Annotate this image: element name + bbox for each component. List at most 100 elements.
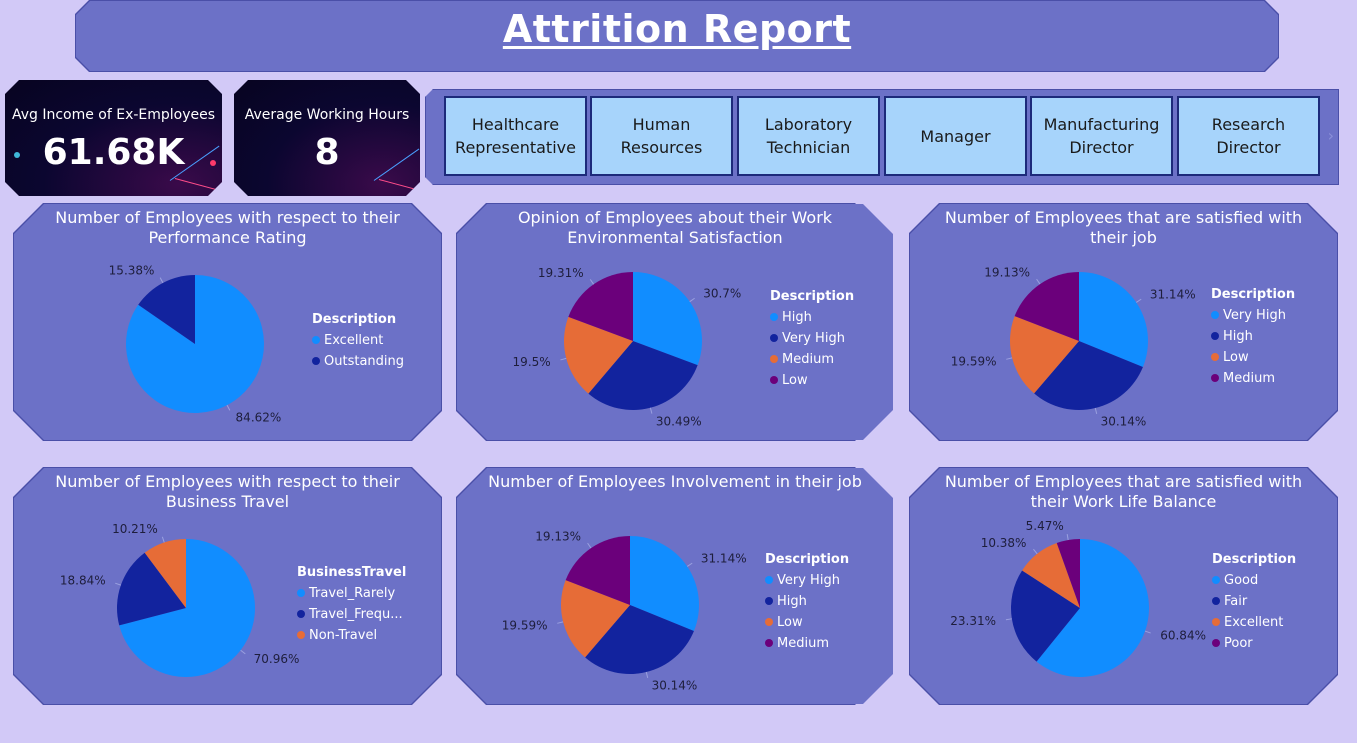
legend-marker <box>765 639 773 647</box>
kpi-card-working-hours: Average Working Hours 8 <box>234 80 420 196</box>
legend-marker <box>770 334 778 342</box>
kpi-label: Average Working Hours <box>244 107 410 123</box>
decor-line <box>379 179 420 193</box>
pie-slice[interactable] <box>566 536 630 605</box>
pie-slice[interactable] <box>564 317 633 394</box>
legend-marker <box>770 355 778 363</box>
pie-slice[interactable] <box>145 539 186 608</box>
pie-slice[interactable] <box>1011 570 1080 661</box>
pie-slice[interactable] <box>119 539 255 677</box>
chart-business-travel: Number of Employees with respect to thei… <box>14 468 441 704</box>
leader-line <box>115 583 121 585</box>
legend-entry[interactable]: Low <box>1223 350 1249 365</box>
leader-line <box>1037 279 1040 284</box>
legend-entry[interactable]: Medium <box>782 352 834 367</box>
leader-line <box>560 358 566 360</box>
pie-slice[interactable] <box>630 536 699 631</box>
leader-line <box>588 543 591 548</box>
slicer-item-manager[interactable]: Manager <box>884 96 1027 176</box>
data-label: 10.38% <box>981 536 1027 550</box>
legend-marker <box>770 313 778 321</box>
legend-entry[interactable]: Travel_Frequ... <box>308 607 403 622</box>
decor-dot <box>210 160 216 166</box>
legend-title: Description <box>312 312 396 327</box>
legend-marker <box>1211 332 1219 340</box>
slicer-item-laboratory-technician[interactable]: Laboratory Technician <box>737 96 880 176</box>
decor-dot <box>14 152 20 158</box>
pie-slice[interactable] <box>117 553 186 626</box>
legend-marker <box>312 357 320 365</box>
leader-line <box>1136 299 1141 302</box>
leader-line <box>241 650 246 654</box>
legend-entry[interactable]: Non-Travel <box>309 628 377 643</box>
pie-slice[interactable] <box>1079 272 1148 367</box>
legend-entry[interactable]: Excellent <box>324 333 383 348</box>
legend-marker <box>765 576 773 584</box>
slicer-item-manufacturing-director[interactable]: Manufacturing Director <box>1030 96 1173 176</box>
legend-entry[interactable]: Low <box>777 615 803 630</box>
legend-entry[interactable]: High <box>782 310 812 325</box>
slicer-item-research-director[interactable]: Research Director <box>1177 96 1320 176</box>
slicer-item-healthcare-representative[interactable]: Healthcare Representative <box>444 96 587 176</box>
chart-title: Opinion of Employees about their Work En… <box>517 208 833 247</box>
legend-entry[interactable]: Fair <box>1224 594 1248 609</box>
data-label: 19.59% <box>951 354 997 368</box>
pie-slice[interactable] <box>1057 539 1080 608</box>
page-title: Attrition Report <box>502 7 852 51</box>
kpi-value: 8 <box>314 132 340 173</box>
data-label: 30.49% <box>656 414 702 428</box>
pie-slice[interactable] <box>633 272 702 365</box>
legend-marker <box>1212 618 1220 626</box>
legend-marker <box>1212 597 1220 605</box>
legend-entry[interactable]: Excellent <box>1224 615 1283 630</box>
leader-line <box>160 278 163 283</box>
pie-slice[interactable] <box>1010 316 1079 393</box>
pie-slice[interactable] <box>1022 543 1080 608</box>
pie-slice[interactable] <box>588 341 697 410</box>
legend-entry[interactable]: Travel_Rarely <box>308 586 396 601</box>
pie-slice[interactable] <box>585 605 694 674</box>
pie-slice[interactable] <box>561 580 630 657</box>
legend-marker <box>297 589 305 597</box>
legend-entry[interactable]: Very High <box>1223 308 1286 323</box>
report-header: Attrition Report <box>76 1 1278 71</box>
data-label: 31.14% <box>701 552 747 566</box>
data-label: 60.84% <box>1160 629 1206 643</box>
pie-slice[interactable] <box>568 272 633 341</box>
legend-title: Description <box>770 289 854 304</box>
pie-slice[interactable] <box>138 275 195 344</box>
slicer-item-human-resources[interactable]: Human Resources <box>590 96 733 176</box>
pie-slice[interactable] <box>1015 272 1079 341</box>
legend-entry[interactable]: Very High <box>777 573 840 588</box>
legend-entry[interactable]: Medium <box>1223 371 1275 386</box>
data-label: 19.13% <box>984 266 1030 280</box>
chart-environment-satisfaction: Opinion of Employees about their Work En… <box>457 204 893 440</box>
chart-work-life-balance: Number of Employees that are satisfied w… <box>910 468 1337 704</box>
legend-entry[interactable]: Low <box>782 373 808 388</box>
leader-line <box>1006 358 1012 359</box>
data-label: 19.31% <box>538 266 584 280</box>
chevron-right-icon[interactable]: › <box>1327 126 1334 145</box>
legend-marker <box>770 376 778 384</box>
legend-marker <box>297 610 305 618</box>
legend-entry[interactable]: High <box>1223 329 1253 344</box>
legend-entry[interactable]: Outstanding <box>324 354 404 369</box>
pie-slice[interactable] <box>1037 539 1149 677</box>
data-label: 30.7% <box>703 287 741 301</box>
leader-line <box>1006 619 1012 620</box>
legend-entry[interactable]: Very High <box>782 331 845 346</box>
pie-chart: 31.14% 30.14% 19.59% 19.13% Description Very … <box>910 204 1337 440</box>
leader-line <box>650 408 652 414</box>
legend-entry[interactable]: High <box>777 594 807 609</box>
leader-line <box>1067 534 1068 540</box>
data-label: 19.59% <box>502 618 548 632</box>
legend-entry[interactable]: Good <box>1224 573 1258 588</box>
legend-entry[interactable]: Medium <box>777 636 829 651</box>
legend-entry[interactable]: Poor <box>1224 636 1253 651</box>
data-label: 19.5% <box>513 355 551 369</box>
legend-marker <box>765 597 773 605</box>
leader-line <box>1095 408 1096 414</box>
data-label: 5.47% <box>1026 519 1064 533</box>
leader-line <box>227 405 230 410</box>
pie-slice[interactable] <box>1034 341 1143 410</box>
